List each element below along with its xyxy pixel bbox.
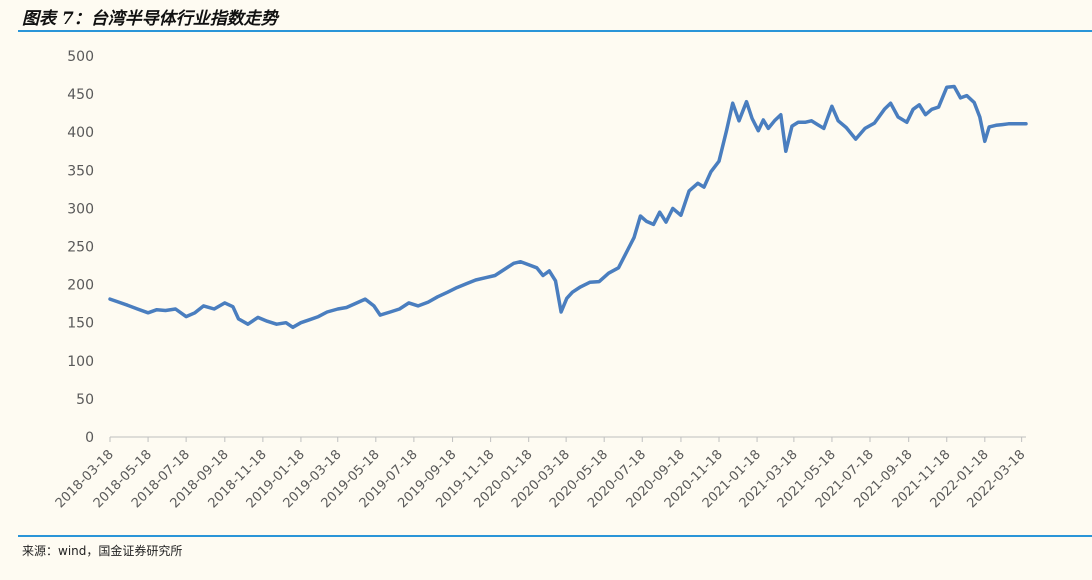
y-tick-label: 450 [67,87,94,103]
y-tick-label: 100 [67,354,94,370]
figure-title: 图表 7：台湾半导体行业指数走势 [22,9,278,29]
y-tick-label: 500 [67,49,94,65]
y-tick-label: 400 [67,125,94,141]
y-tick-label: 200 [67,278,94,294]
y-axis: 0 50 100 150 200 250 300 350 400 450 500 [67,49,94,446]
y-tick-label: 150 [67,316,94,332]
y-tick-label: 300 [67,201,94,217]
title-rule [18,30,1092,32]
y-tick-label: 0 [85,430,94,446]
source-note: 来源：wind，国金证券研究所 [22,544,183,558]
plot-area [108,84,1028,330]
x-axis: 2018-03-182018-05-182018-07-182018-09-18… [53,436,1028,511]
source-rule [18,535,1092,537]
y-tick-label: 250 [67,240,94,256]
y-tick-label: 350 [67,163,94,179]
series-line [108,84,1028,330]
y-tick-label: 50 [76,392,94,408]
